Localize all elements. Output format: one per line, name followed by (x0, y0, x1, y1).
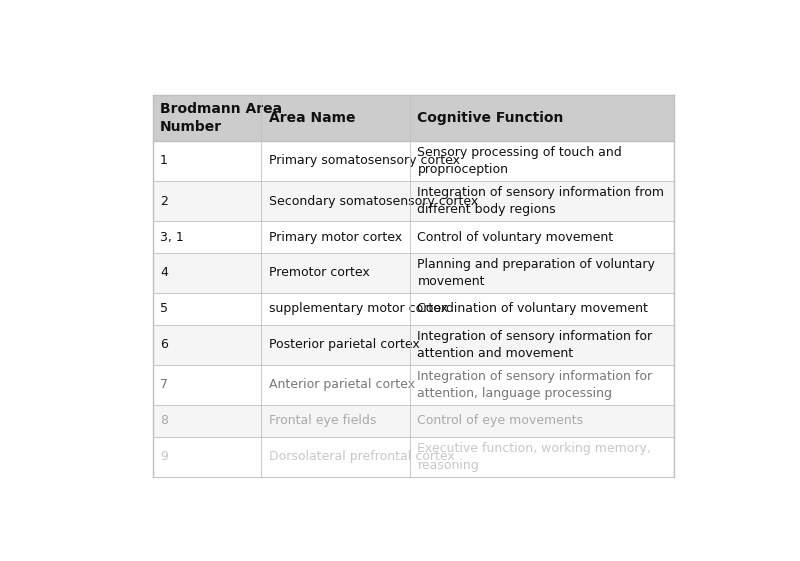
Bar (153, 181, 674, 221)
Text: Control of voluntary movement: Control of voluntary movement (418, 231, 614, 243)
Text: 6: 6 (160, 338, 168, 351)
Text: supplementary motor cortex: supplementary motor cortex (269, 302, 448, 315)
Text: 5: 5 (160, 302, 168, 315)
Text: 3, 1: 3, 1 (160, 231, 184, 243)
Text: Dorsolateral prefrontal cortex: Dorsolateral prefrontal cortex (269, 450, 454, 463)
Text: Planning and preparation of voluntary
movement: Planning and preparation of voluntary mo… (418, 258, 655, 288)
Text: Control of eye movements: Control of eye movements (418, 415, 583, 427)
Text: Primary motor cortex: Primary motor cortex (269, 231, 402, 243)
Text: Secondary somatosensory cortex: Secondary somatosensory cortex (269, 195, 478, 208)
Text: Integration of sensory information from
different body regions: Integration of sensory information from … (418, 186, 665, 216)
Text: Coordination of voluntary movement: Coordination of voluntary movement (418, 302, 648, 315)
Text: 7: 7 (160, 379, 168, 392)
Text: Posterior parietal cortex: Posterior parietal cortex (269, 338, 419, 351)
Text: 2: 2 (160, 195, 168, 208)
Bar (153, 436, 674, 477)
Text: Premotor cortex: Premotor cortex (269, 266, 370, 279)
Bar (153, 365, 674, 405)
Text: 1: 1 (160, 154, 168, 167)
Text: Anterior parietal cortex: Anterior parietal cortex (269, 379, 414, 392)
Bar (153, 141, 674, 181)
Text: 9: 9 (160, 450, 168, 463)
Bar (153, 405, 674, 436)
Bar (153, 293, 674, 325)
Text: Integration of sensory information for
attention and movement: Integration of sensory information for a… (418, 330, 653, 360)
Bar (153, 253, 674, 293)
Text: Sensory processing of touch and
proprioception: Sensory processing of touch and proprioc… (418, 146, 622, 176)
Text: 4: 4 (160, 266, 168, 279)
Text: Brodmann Area
Number: Brodmann Area Number (160, 103, 282, 134)
Text: Cognitive Function: Cognitive Function (418, 111, 564, 125)
Bar (153, 325, 674, 365)
Bar (153, 221, 674, 253)
Text: Integration of sensory information for
attention, language processing: Integration of sensory information for a… (418, 370, 653, 400)
Text: Executive function, working memory,
reasoning: Executive function, working memory, reas… (418, 442, 651, 472)
Text: 8: 8 (160, 415, 168, 427)
Text: Area Name: Area Name (269, 111, 355, 125)
Bar (153, 95, 674, 141)
Text: Frontal eye fields: Frontal eye fields (269, 415, 376, 427)
Text: Primary somatosensory cortex: Primary somatosensory cortex (269, 154, 460, 167)
